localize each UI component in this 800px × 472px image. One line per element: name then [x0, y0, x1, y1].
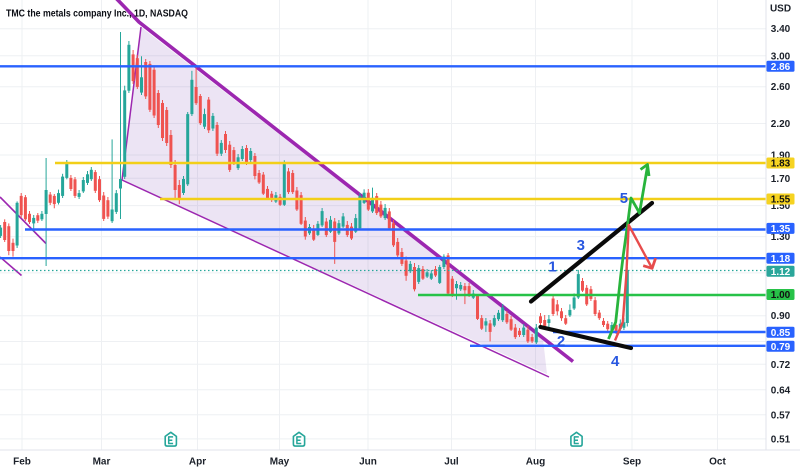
svg-text:0.72: 0.72: [771, 360, 791, 371]
svg-text:1.18: 1.18: [771, 254, 791, 265]
svg-text:2: 2: [557, 333, 565, 350]
svg-text:2.20: 2.20: [771, 119, 791, 130]
svg-text:Aug: Aug: [526, 457, 545, 468]
svg-text:1.83: 1.83: [771, 159, 791, 170]
svg-text:4: 4: [611, 353, 620, 370]
svg-text:USD: USD: [770, 4, 791, 15]
svg-text:0.79: 0.79: [771, 342, 791, 353]
svg-text:3.00: 3.00: [771, 51, 791, 62]
svg-text:1.30: 1.30: [771, 232, 791, 243]
svg-text:Jun: Jun: [359, 457, 377, 468]
svg-text:1.90: 1.90: [771, 151, 791, 162]
svg-text:3: 3: [577, 237, 585, 254]
svg-text:5: 5: [620, 190, 628, 207]
svg-text:1.70: 1.70: [771, 174, 791, 185]
svg-text:1.12: 1.12: [771, 267, 791, 278]
svg-text:Mar: Mar: [93, 457, 111, 468]
svg-text:Oct: Oct: [709, 457, 726, 468]
svg-text:Apr: Apr: [189, 457, 206, 468]
svg-text:0.51: 0.51: [771, 434, 791, 445]
svg-text:3.40: 3.40: [771, 24, 791, 35]
svg-text:TMC the metals company Inc., 1: TMC the metals company Inc., 1D, NASDAQ: [6, 8, 188, 20]
svg-text:1.35: 1.35: [771, 224, 791, 235]
svg-text:May: May: [270, 457, 290, 468]
svg-text:1: 1: [548, 259, 556, 276]
svg-text:0.90: 0.90: [771, 311, 791, 322]
svg-text:0.85: 0.85: [771, 328, 791, 339]
svg-text:2.60: 2.60: [771, 82, 791, 93]
svg-text:0.57: 0.57: [771, 410, 791, 421]
svg-text:Sep: Sep: [623, 457, 641, 468]
svg-text:1.50: 1.50: [771, 201, 791, 212]
svg-text:Feb: Feb: [13, 457, 31, 468]
svg-text:1.00: 1.00: [771, 290, 791, 301]
svg-text:2.86: 2.86: [771, 62, 791, 73]
svg-text:0.64: 0.64: [771, 385, 791, 396]
svg-text:1.55: 1.55: [771, 195, 791, 206]
svg-text:Jul: Jul: [444, 457, 459, 468]
